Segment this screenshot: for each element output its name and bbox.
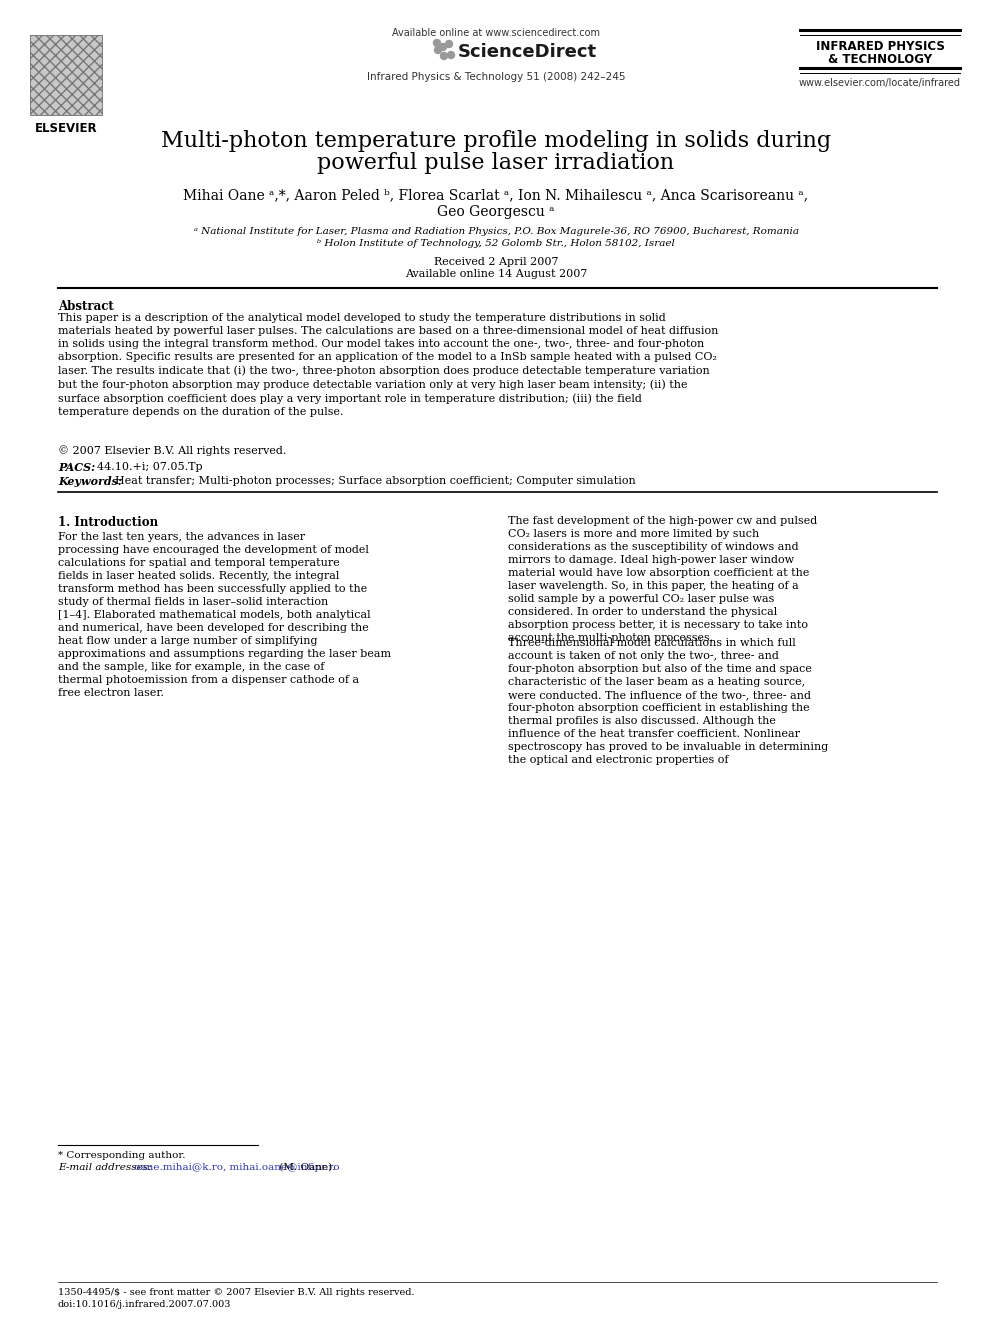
Text: 1350-4495/$ - see front matter © 2007 Elsevier B.V. All rights reserved.: 1350-4495/$ - see front matter © 2007 El… xyxy=(58,1289,415,1297)
Text: Available online 14 August 2007: Available online 14 August 2007 xyxy=(405,269,587,279)
Circle shape xyxy=(434,46,441,53)
Text: Mihai Oane ᵃ,*, Aaron Peled ᵇ, Florea Scarlat ᵃ, Ion N. Mihailescu ᵃ, Anca Scari: Mihai Oane ᵃ,*, Aaron Peled ᵇ, Florea Sc… xyxy=(184,188,808,202)
Bar xyxy=(30,34,102,115)
Text: Geo Georgescu ᵃ: Geo Georgescu ᵃ xyxy=(437,205,555,220)
Text: © 2007 Elsevier B.V. All rights reserved.: © 2007 Elsevier B.V. All rights reserved… xyxy=(58,445,287,456)
Text: oane.mihai@k.ro, mihai.oane@infipr.ro: oane.mihai@k.ro, mihai.oane@infipr.ro xyxy=(131,1163,339,1172)
Text: 44.10.+i; 07.05.Tp: 44.10.+i; 07.05.Tp xyxy=(90,462,202,472)
Text: www.elsevier.com/locate/infrared: www.elsevier.com/locate/infrared xyxy=(799,78,961,89)
Text: PACS:: PACS: xyxy=(58,462,95,474)
Circle shape xyxy=(440,53,447,60)
Text: E-mail addresses:: E-mail addresses: xyxy=(58,1163,152,1172)
Bar xyxy=(30,34,102,115)
Circle shape xyxy=(445,41,452,48)
Text: This paper is a description of the analytical model developed to study the tempe: This paper is a description of the analy… xyxy=(58,314,718,417)
Text: INFRARED PHYSICS: INFRARED PHYSICS xyxy=(815,40,944,53)
Text: Received 2 April 2007: Received 2 April 2007 xyxy=(434,257,558,267)
Text: & TECHNOLOGY: & TECHNOLOGY xyxy=(828,53,932,66)
Text: ScienceDirect: ScienceDirect xyxy=(458,44,597,61)
Text: ᵇ Holon Institute of Technology, 52 Golomb Str., Holon 58102, Israel: ᵇ Holon Institute of Technology, 52 Golo… xyxy=(317,239,675,247)
Text: Infrared Physics & Technology 51 (2008) 242–245: Infrared Physics & Technology 51 (2008) … xyxy=(367,71,625,82)
Text: ᵃ National Institute for Laser, Plasma and Radiation Physics, P.O. Box Magurele-: ᵃ National Institute for Laser, Plasma a… xyxy=(193,228,799,235)
Text: Multi-photon temperature profile modeling in solids during: Multi-photon temperature profile modelin… xyxy=(161,130,831,152)
Circle shape xyxy=(447,52,454,58)
Text: Keywords:: Keywords: xyxy=(58,476,122,487)
Text: doi:10.1016/j.infrared.2007.07.003: doi:10.1016/j.infrared.2007.07.003 xyxy=(58,1301,231,1308)
Text: The fast development of the high-power cw and pulsed
CO₂ lasers is more and more: The fast development of the high-power c… xyxy=(508,516,817,643)
Text: Three-dimensional model calculations in which full
account is taken of not only : Three-dimensional model calculations in … xyxy=(508,638,828,766)
Text: powerful pulse laser irradiation: powerful pulse laser irradiation xyxy=(317,152,675,175)
Circle shape xyxy=(434,40,440,46)
Text: * Corresponding author.: * Corresponding author. xyxy=(58,1151,186,1160)
Text: Abstract: Abstract xyxy=(58,300,114,314)
Text: ELSEVIER: ELSEVIER xyxy=(35,122,97,135)
Circle shape xyxy=(439,44,446,50)
Text: 1. Introduction: 1. Introduction xyxy=(58,516,158,529)
Text: Available online at www.sciencedirect.com: Available online at www.sciencedirect.co… xyxy=(392,28,600,38)
Text: (M. Oane).: (M. Oane). xyxy=(276,1163,335,1172)
Text: Heat transfer; Multi-photon processes; Surface absorption coefficient; Computer : Heat transfer; Multi-photon processes; S… xyxy=(108,476,636,486)
Text: For the last ten years, the advances in laser
processing have encouraged the dev: For the last ten years, the advances in … xyxy=(58,532,391,699)
